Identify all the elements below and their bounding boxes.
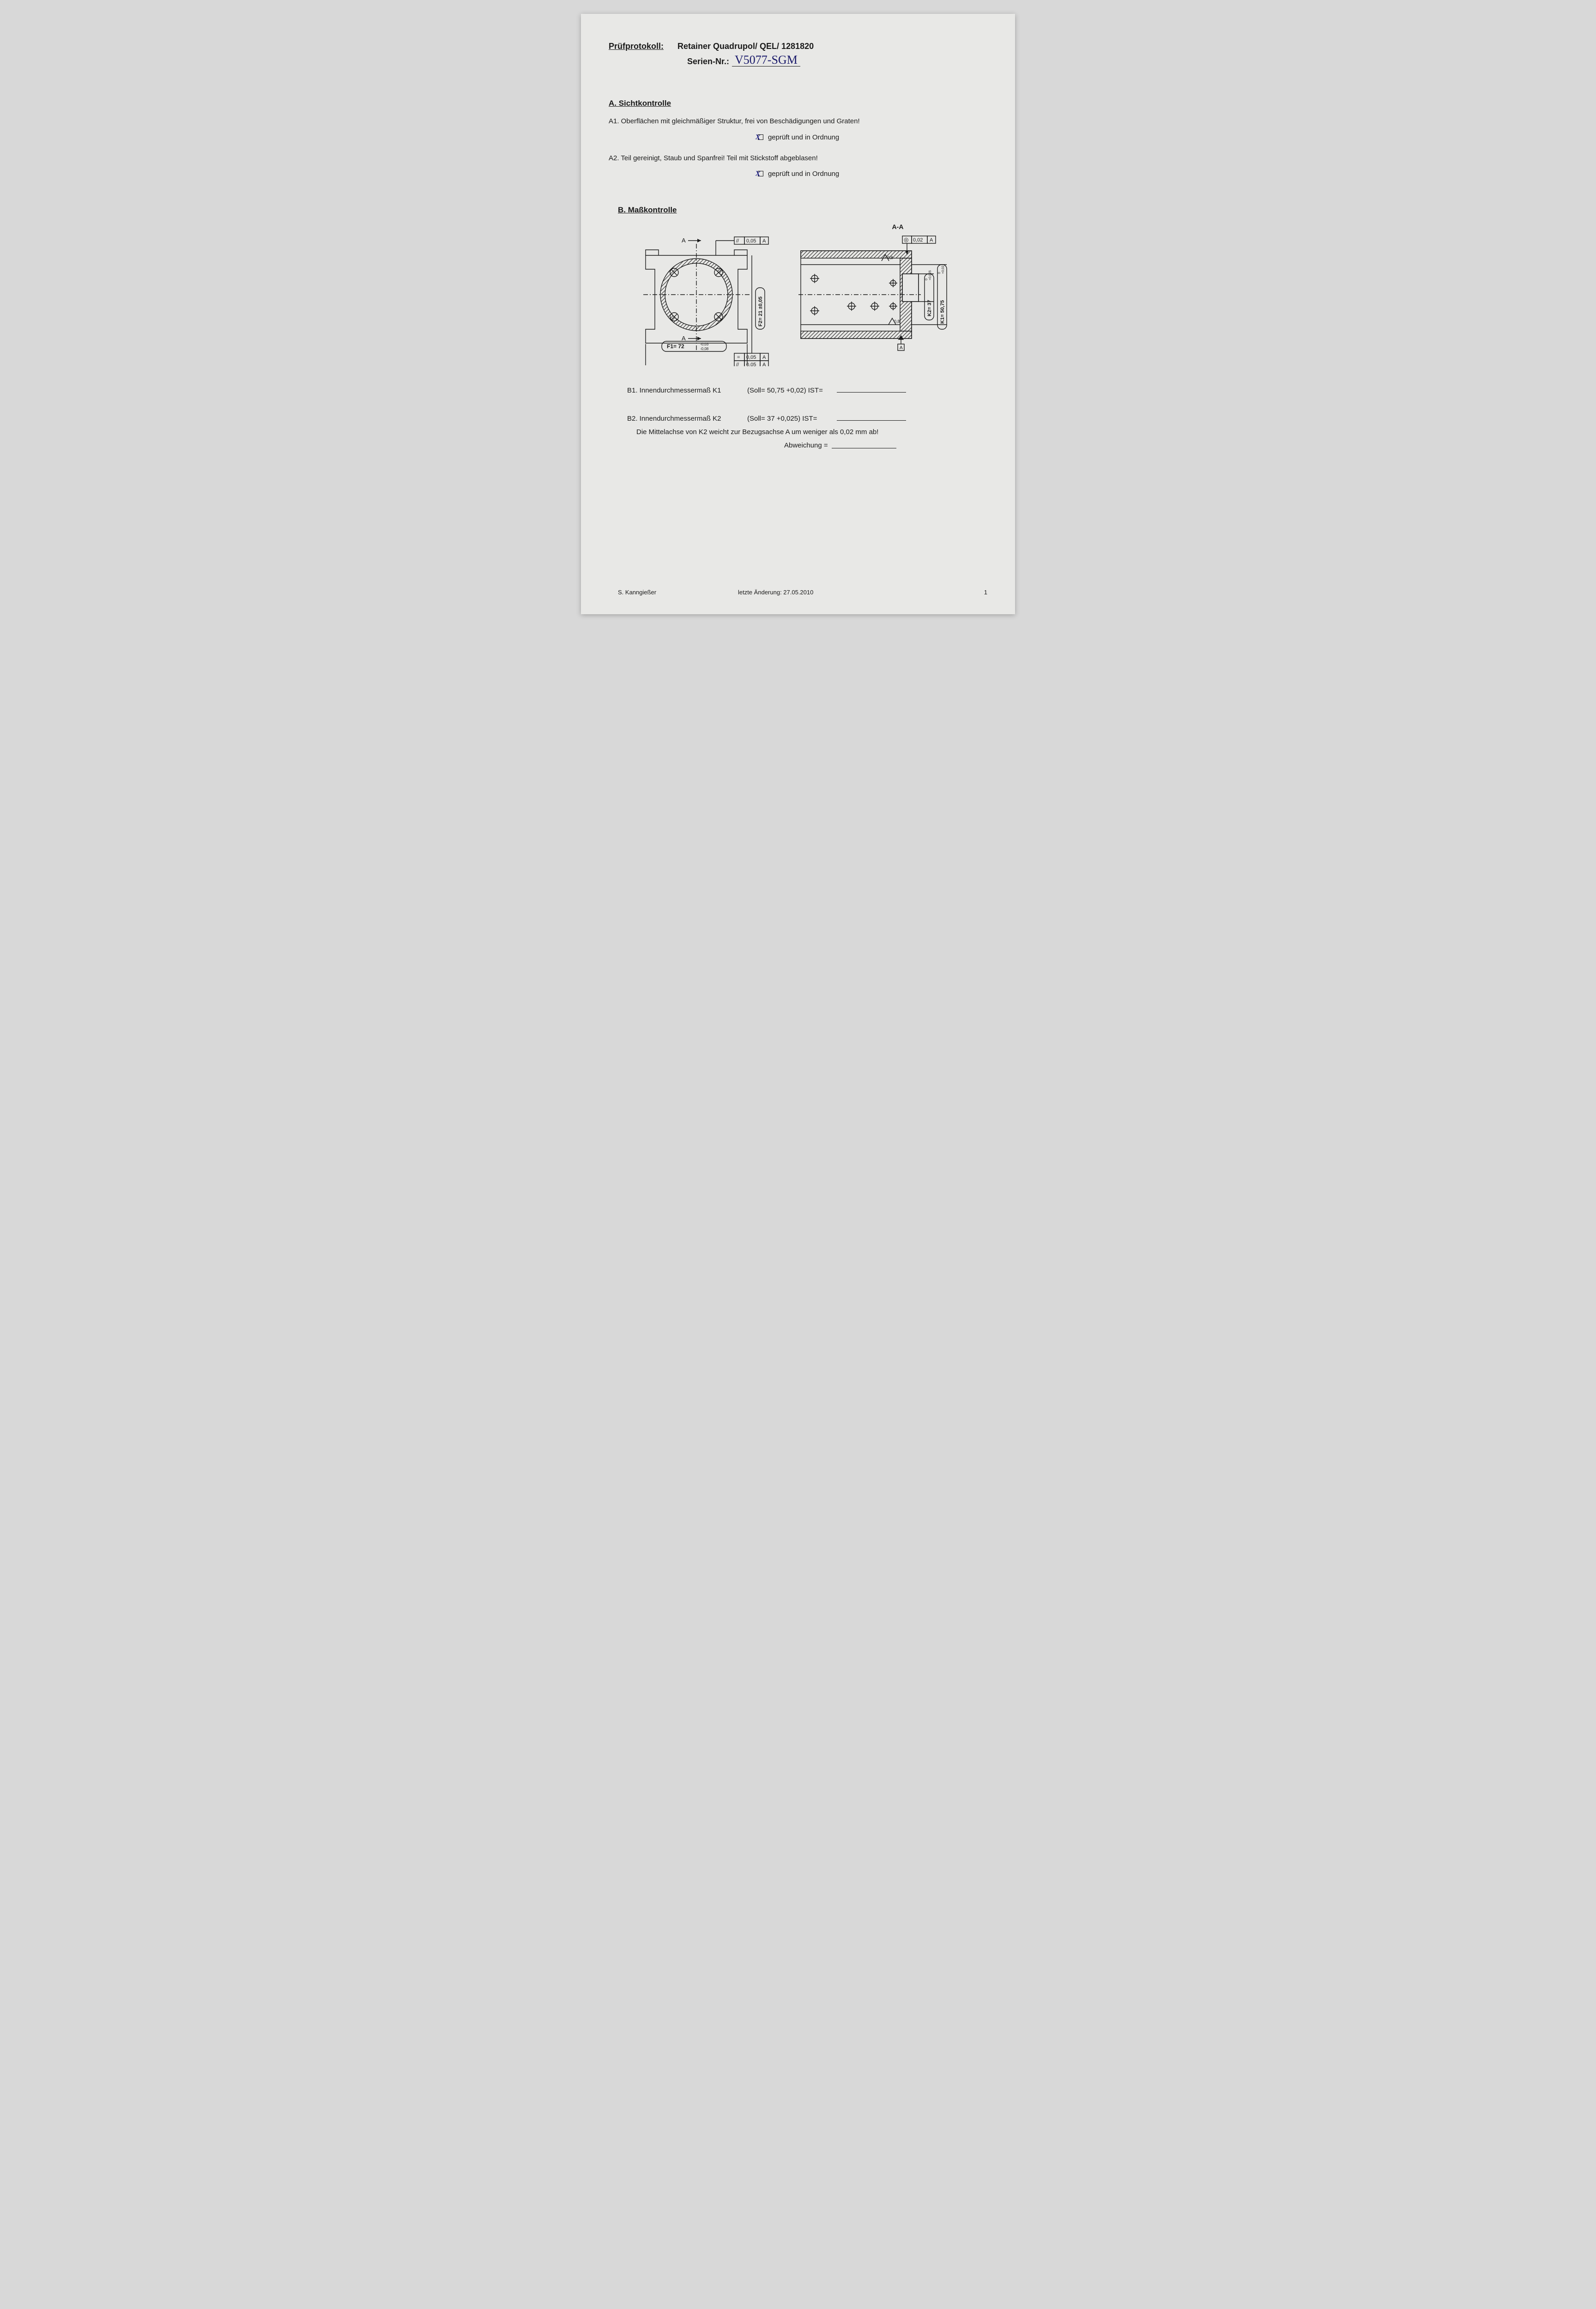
measure-b1: B1. Innendurchmessermaß K1 (Soll= 50,75 …	[627, 385, 987, 394]
svg-text:0,05: 0,05	[746, 238, 756, 244]
item-a2: A2. Teil gereinigt, Staub und Spanfrei! …	[609, 153, 987, 164]
footer-author: S. Kanngießer	[618, 589, 656, 596]
section-arrow-a-bot: A	[682, 335, 686, 342]
svg-text:0: 0	[925, 278, 928, 280]
svg-text:A: A	[762, 355, 766, 360]
svg-text://: //	[736, 238, 739, 244]
check-a2: x geprüft und in Ordnung	[609, 170, 987, 178]
inspection-protocol-page: Prüfprotokoll: Retainer Quadrupol/ QEL/ …	[581, 14, 1015, 614]
checkmark-icon: x	[755, 131, 761, 141]
svg-text:0,8: 0,8	[887, 255, 893, 260]
technical-drawing-area: A A F1= 72 -0,03 -0,08 // 0,05 A	[618, 223, 987, 366]
section-b-heading: B. Maßkontrolle	[618, 206, 987, 215]
f2-label: F2= 21 ±0,05	[758, 296, 763, 326]
item-a1: A1. Oberflächen mit gleichmäßiger Strukt…	[609, 116, 987, 127]
b1-ist-field[interactable]	[837, 385, 906, 393]
drawing-right-wrap: A-A	[796, 223, 962, 362]
svg-text:=: =	[737, 355, 740, 360]
svg-text:+0,025: +0,025	[929, 270, 932, 280]
check-a1-label: geprüft und in Ordnung	[768, 133, 839, 141]
header-row: Prüfprotokoll: Retainer Quadrupol/ QEL/ …	[609, 42, 987, 51]
svg-text://: //	[736, 362, 739, 366]
section-a-heading: A. Sichtkontrolle	[609, 99, 987, 108]
k1-label: K1= 50,75	[940, 300, 945, 324]
f1-tol-upper: -0,03	[700, 342, 709, 346]
b2-ist-field[interactable]	[837, 413, 906, 421]
abweichung-field[interactable]	[832, 441, 896, 448]
serial-value: V5077-SGM	[732, 54, 800, 66]
b2-soll: (Soll= 37 +0,025) IST=	[747, 415, 835, 423]
svg-text:0,05: 0,05	[746, 362, 756, 366]
svg-text:◎: ◎	[904, 236, 908, 243]
measure-b2: B2. Innendurchmessermaß K2 (Soll= 37 +0,…	[627, 413, 987, 423]
svg-text:A: A	[762, 238, 766, 244]
section-aa-label: A-A	[833, 223, 962, 230]
footer-page: 1	[984, 589, 987, 596]
svg-text:A: A	[930, 237, 933, 243]
section-arrow-a-top: A	[682, 237, 686, 244]
abweichung-label: Abweichung =	[784, 441, 828, 449]
b1-soll: (Soll= 50,75 +0,02) IST=	[747, 387, 835, 394]
f1-tol-lower: -0,08	[700, 347, 709, 351]
b1-label: B1. Innendurchmessermaß K1	[627, 387, 747, 394]
b2-label: B2. Innendurchmessermaß K2	[627, 415, 747, 423]
k2-label: K2= 37	[927, 300, 932, 316]
drawing-right-view: 0,8 0,8 A	[796, 232, 962, 362]
protocol-title: Retainer Quadrupol/ QEL/ 1281820	[677, 42, 814, 51]
f1-label: F1= 72	[667, 343, 684, 350]
b2-note: Die Mittelachse von K2 weicht zur Bezugs…	[636, 427, 886, 438]
check-a2-label: geprüft und in Ordnung	[768, 170, 839, 178]
svg-text:0: 0	[938, 272, 941, 274]
svg-text:0,02: 0,02	[913, 237, 923, 243]
svg-text:+0,02: +0,02	[942, 266, 945, 274]
page-footer: S. Kanngießer letzte Änderung: 27.05.201…	[618, 589, 987, 596]
drawing-left-view: A A F1= 72 -0,03 -0,08 // 0,05 A	[618, 223, 784, 366]
svg-text:A: A	[900, 345, 903, 351]
checkmark-icon: x	[755, 167, 761, 178]
serial-row: Serien-Nr.: V5077-SGM	[687, 54, 987, 66]
svg-text:0,05: 0,05	[746, 355, 756, 360]
footer-changed: letzte Änderung: 27.05.2010	[738, 589, 813, 596]
svg-text:0,8: 0,8	[894, 319, 900, 324]
checkbox-a2[interactable]: x	[757, 170, 764, 177]
check-a1: x geprüft und in Ordnung	[609, 133, 987, 141]
protocol-label: Prüfprotokoll:	[609, 42, 664, 51]
abweichung-row: Abweichung =	[784, 441, 987, 449]
checkbox-a1[interactable]: x	[757, 134, 764, 140]
serial-label: Serien-Nr.:	[687, 57, 729, 66]
svg-text:A: A	[762, 362, 766, 366]
